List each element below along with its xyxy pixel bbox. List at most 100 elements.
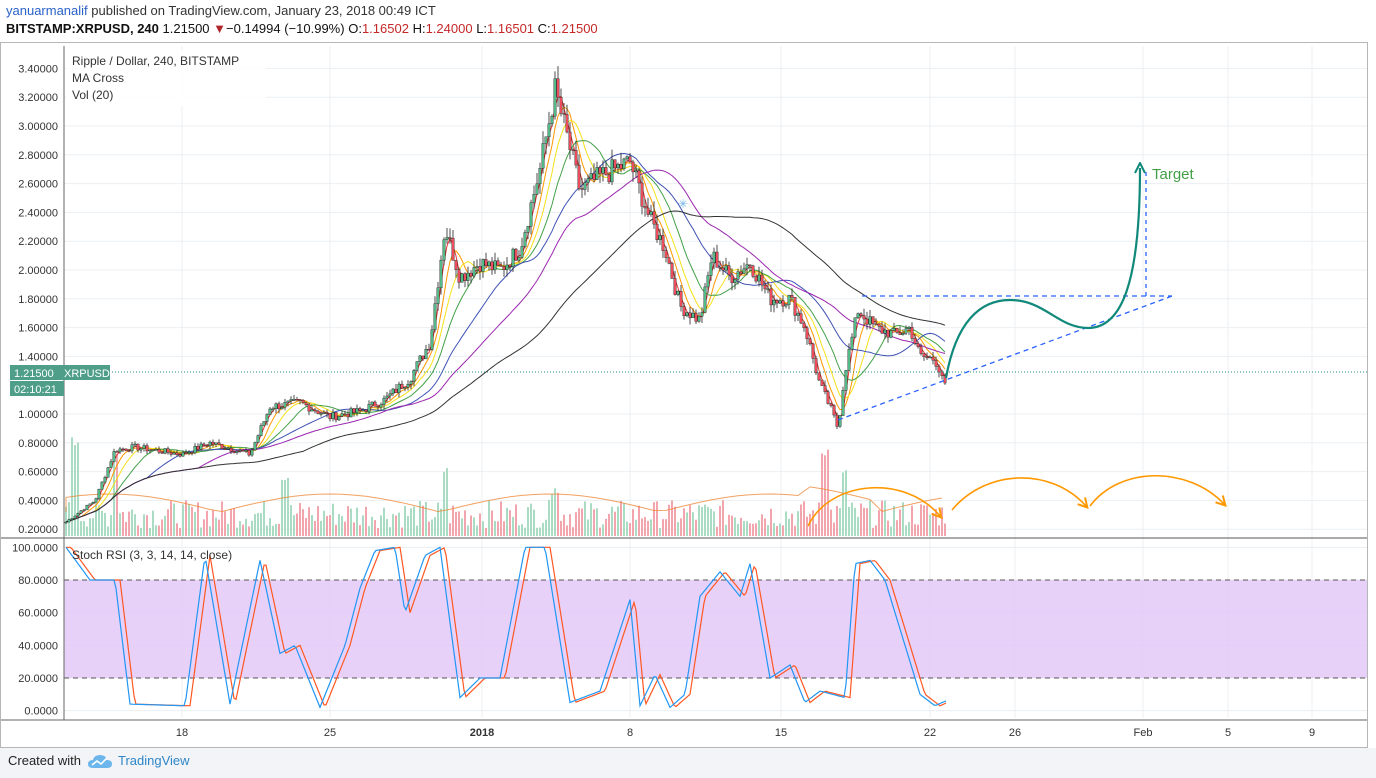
candle: [358, 406, 362, 414]
volume-bar: [239, 521, 241, 536]
candle: [472, 260, 476, 279]
volume-bar: [707, 507, 709, 536]
volume-bar: [479, 513, 481, 536]
candle: [289, 396, 293, 405]
volume-bar: [650, 519, 652, 536]
candle: [502, 261, 506, 277]
candle: [598, 165, 602, 183]
volume-bar: [143, 514, 145, 536]
candle: [529, 199, 533, 235]
author-link[interactable]: yanuarmanalif: [6, 3, 88, 18]
volume-arc-1[interactable]: [807, 487, 940, 527]
volume-bar: [431, 519, 433, 536]
volume-bar: [569, 514, 571, 536]
volume-bar: [743, 520, 745, 536]
stoch-axis[interactable]: 100.0000 80.0000 60.0000 40.0000 20.0000 0.00…: [12, 542, 58, 717]
time-axis[interactable]: 18 25 2018 8 15 22 26 Feb 5 9: [176, 727, 1315, 739]
moving-average-yellow: [65, 120, 946, 523]
candle: [109, 458, 113, 468]
candle: [604, 160, 608, 176]
candle: [880, 321, 884, 334]
legend-ma-cross[interactable]: MA Cross: [72, 71, 124, 85]
volume-bar: [905, 525, 907, 536]
price-chart[interactable]: Target ✳ 3.40000 3.20000 3.00000 2.80000 2.6…: [0, 42, 1376, 748]
volume-bar: [290, 505, 292, 536]
volume-bar: [815, 523, 817, 536]
volume-bar: [185, 500, 187, 536]
candle: [616, 162, 620, 175]
volume-bar: [218, 519, 220, 536]
legend-stoch-rsi[interactable]: Stoch RSI (3, 3, 14, 14, close): [72, 548, 232, 562]
volume-bar: [389, 527, 391, 536]
stoch-d-line: [66, 546, 947, 708]
candle: [118, 446, 122, 454]
candle: [193, 443, 197, 455]
volume-arc-2[interactable]: [951, 477, 1086, 511]
candle: [697, 312, 701, 323]
legend-volume[interactable]: Vol (20): [72, 88, 113, 102]
legend-title[interactable]: Ripple / Dollar, 240, BITSTAMP: [72, 54, 239, 68]
volume-bar: [224, 511, 226, 536]
volume-bar: [434, 517, 436, 536]
volume-bar: [95, 500, 97, 536]
volume-bar: [593, 509, 595, 536]
volume-bar: [275, 523, 277, 536]
volume-bar: [785, 511, 787, 536]
close-label: C:: [537, 21, 551, 36]
volume-bar: [908, 522, 910, 536]
volume-bar: [722, 500, 724, 536]
candle: [196, 443, 200, 451]
volume-bar: [503, 521, 505, 536]
candle: [352, 408, 356, 417]
candle: [319, 411, 323, 417]
volume-bar: [335, 525, 337, 536]
candle: [304, 401, 308, 407]
volume-bar: [353, 522, 355, 536]
volume-bar: [554, 488, 556, 536]
volume-bar: [689, 505, 691, 536]
candle: [910, 322, 914, 342]
tradingview-brand[interactable]: TradingView: [118, 753, 190, 768]
price-axis-tick-0: 3.40000: [18, 63, 58, 75]
volume-bar: [914, 524, 916, 536]
candle: [331, 408, 335, 422]
volume-bar: [422, 505, 424, 536]
projected-path-arrow[interactable]: [944, 168, 1140, 379]
candle: [760, 269, 764, 292]
volume-bar: [773, 523, 775, 536]
tradingview-cloud-icon[interactable]: [88, 755, 112, 769]
price-axis[interactable]: 3.40000 3.20000 3.00000 2.80000 2.60000 2.400…: [18, 63, 58, 536]
support-trendline[interactable]: [837, 295, 1173, 421]
volume-bar: [521, 524, 523, 536]
candle: [562, 102, 566, 124]
candle: [883, 323, 887, 339]
volume-arc-3[interactable]: [1089, 474, 1224, 506]
volume-bar: [719, 505, 721, 536]
volume-bar: [647, 521, 649, 536]
volume-bar: [644, 517, 646, 536]
volume-bar: [605, 518, 607, 536]
volume-bar: [917, 524, 919, 536]
candle: [277, 401, 281, 414]
volume-bar: [716, 526, 718, 536]
volume-bar: [284, 479, 286, 536]
volume-bar: [872, 527, 874, 536]
candle: [307, 402, 311, 416]
stoch-axis-tick-1: 80.0000: [18, 575, 58, 587]
volume-bar: [149, 527, 151, 536]
volume-bar: [371, 516, 373, 536]
low-value: 1.16501: [487, 21, 535, 36]
candle: [463, 272, 467, 288]
candle: [388, 389, 392, 400]
candle: [325, 409, 329, 418]
candle: [577, 154, 581, 191]
candle: [394, 384, 398, 394]
candle: [856, 312, 860, 320]
volume-bar: [230, 508, 232, 536]
volume-bar: [683, 508, 685, 536]
candle: [211, 439, 215, 448]
candle: [652, 201, 656, 229]
symbol-label[interactable]: BITSTAMP:XRPUSD, 240: [6, 21, 159, 36]
candle: [454, 260, 458, 278]
volume-bar: [167, 509, 169, 536]
